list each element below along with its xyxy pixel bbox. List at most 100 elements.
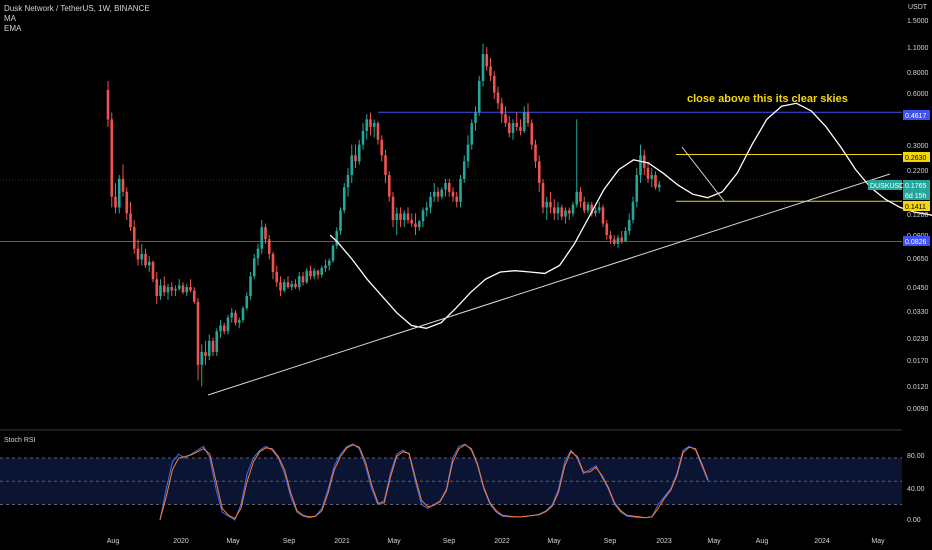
- y-tick-label: 0.0330: [907, 309, 929, 316]
- candle-body: [204, 351, 207, 356]
- x-tick-label: May: [387, 538, 401, 545]
- candle-body: [256, 248, 260, 259]
- candle-body: [639, 155, 642, 176]
- candle-body: [631, 201, 635, 220]
- candle-body: [372, 122, 376, 127]
- x-tick-label: Sep: [604, 538, 617, 545]
- price-axis[interactable]: 1.5000 1.1000 0.8000 0.6000 0.3000 0.2200 0.12…: [907, 18, 929, 413]
- candle-body: [282, 282, 286, 291]
- candle-body: [417, 221, 421, 228]
- x-tick-label: 2021: [334, 538, 350, 545]
- candle-body: [230, 312, 234, 318]
- candle-body: [485, 54, 489, 67]
- candle-body: [200, 351, 204, 365]
- price-tag: [903, 180, 930, 190]
- price-tag: [903, 152, 930, 162]
- y-tick-label: 1.5000: [907, 18, 929, 25]
- candlesticks: [106, 43, 661, 387]
- candle-body: [342, 187, 346, 211]
- candle-body: [496, 92, 500, 104]
- candle-body: [421, 210, 425, 222]
- time-axis[interactable]: Aug 2020 May Sep 2021 May Sep 2022 May Sep 2023 May…: [107, 538, 885, 545]
- candle-body: [545, 201, 549, 208]
- candle-body: [290, 283, 294, 288]
- candle-body: [376, 122, 380, 140]
- candle-body: [429, 196, 432, 208]
- candle-body: [117, 178, 121, 208]
- indicator-ma[interactable]: MA: [4, 14, 16, 23]
- price-tag: [903, 201, 930, 211]
- candle-body: [567, 210, 571, 214]
- candle-body: [530, 122, 534, 145]
- y-tick-label: 0.3000: [907, 143, 929, 150]
- stoch-rsi-pane: 80.00 40.00 0.00: [0, 443, 925, 524]
- candle-body: [365, 119, 369, 131]
- candle-body: [515, 122, 519, 127]
- price-tag-label: 0.4617: [905, 113, 927, 120]
- y-tick-label: 0.0170: [907, 358, 929, 365]
- candle-body: [399, 213, 402, 220]
- candle-body: [211, 340, 215, 352]
- candle-body: [492, 75, 496, 93]
- candle-body: [406, 213, 410, 220]
- candle-body: [440, 189, 444, 197]
- candle-body: [556, 207, 560, 214]
- candle-body: [425, 207, 429, 211]
- candle-body: [140, 253, 144, 260]
- price-tag: [903, 236, 930, 246]
- candle-body: [132, 227, 136, 249]
- x-tick-label: Sep: [283, 538, 296, 545]
- candle-body: [586, 204, 590, 211]
- chart-legend: Dusk Network / TetherUS, 1W, BINANCE MA …: [4, 4, 150, 34]
- candle-body: [402, 213, 406, 220]
- candle-body: [286, 282, 290, 288]
- candle-body: [144, 253, 147, 266]
- indicator-ema[interactable]: EMA: [4, 24, 22, 33]
- candle-body: [474, 112, 477, 123]
- y-tick-label: 0.1200: [907, 212, 929, 219]
- candle-body: [219, 325, 222, 332]
- x-tick-label: May: [547, 538, 561, 545]
- candle-body: [444, 182, 447, 190]
- candle-body: [432, 191, 436, 197]
- candle-body: [196, 301, 200, 365]
- y-tick-label: 0.8000: [907, 70, 929, 77]
- candle-body: [459, 178, 462, 202]
- candle-body: [594, 210, 597, 214]
- candle-body: [582, 201, 586, 211]
- candle-body: [234, 312, 237, 323]
- candle-body: [121, 178, 125, 192]
- x-tick-label: Aug: [756, 538, 769, 545]
- candle-body: [380, 139, 384, 156]
- horizontal-levels: [0, 111, 902, 242]
- candle-body: [654, 175, 657, 188]
- candle-body: [166, 287, 170, 293]
- candle-body: [106, 90, 110, 120]
- candle-body: [174, 288, 177, 291]
- overlay-lines: [207, 102, 932, 396]
- candle-body: [346, 175, 350, 188]
- stoch-rsi-title[interactable]: Stoch RSI: [4, 437, 36, 444]
- candle-body: [170, 287, 174, 291]
- candle-body: [500, 103, 504, 115]
- candle-body: [477, 80, 481, 113]
- candle-body: [264, 227, 267, 240]
- candle-body: [110, 119, 114, 197]
- candle-body: [327, 260, 331, 266]
- candle-body: [624, 230, 627, 242]
- candle-body: [605, 223, 609, 236]
- symbol-title[interactable]: Dusk Network / TetherUS, 1W, BINANCE: [4, 4, 150, 13]
- candle-body: [159, 285, 162, 296]
- candle-body: [466, 144, 470, 162]
- x-tick-label: Sep: [443, 538, 456, 545]
- candle-body: [177, 285, 181, 289]
- candle-body: [185, 287, 189, 293]
- price-tag: [903, 190, 930, 200]
- candle-body: [451, 191, 455, 197]
- candle-body: [462, 161, 466, 179]
- x-tick-label: May: [226, 538, 240, 545]
- rsi-y-tick-label: 0.00: [907, 517, 921, 524]
- candle-body: [560, 207, 564, 217]
